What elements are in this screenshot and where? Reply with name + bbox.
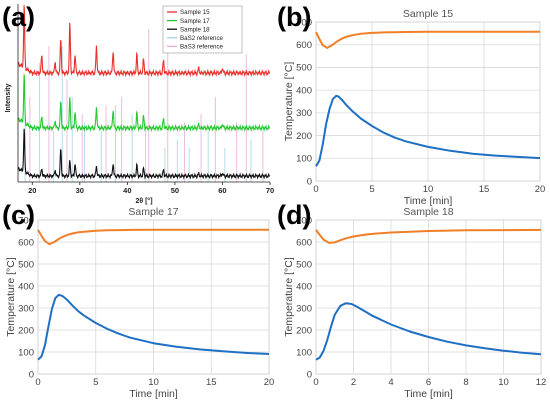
x-tick-label: 15 — [479, 184, 490, 195]
y-tick-label: 0 — [307, 176, 312, 187]
panel-label-b: (b) — [277, 2, 311, 32]
y-tick-label: 600 — [296, 40, 312, 51]
y-tick-label: 100 — [296, 347, 312, 358]
series-line-upper — [315, 228, 542, 244]
series-line-lower — [37, 293, 270, 361]
x-tick-label: 70 — [266, 186, 274, 195]
y-tick-label: 0 — [29, 369, 34, 380]
x-tick-label: 5 — [93, 377, 98, 388]
legend-label-bas2-reference: BaS2 reference — [180, 35, 224, 42]
plot-border — [37, 219, 270, 375]
x-axis-label: Time [min] — [129, 388, 178, 400]
chart-title: Sample 17 — [128, 206, 178, 218]
y-tick-label: 700 — [296, 17, 312, 28]
x-axis-label: Time [min] — [404, 388, 453, 400]
x-tick-label: 60 — [218, 186, 226, 195]
xrd-patterns — [17, 5, 271, 180]
x-tick-label: 10 — [498, 377, 509, 388]
y-tick-label: 100 — [296, 154, 312, 165]
panel-label-d: (d) — [277, 200, 311, 230]
y-tick-label: 700 — [296, 215, 312, 226]
x-tick-label: 50 — [171, 186, 179, 195]
x-axis-label: Time [min] — [404, 195, 453, 207]
xrd-line-sample-15 — [17, 5, 271, 78]
y-tick-label: 200 — [296, 325, 312, 336]
legend-label-sample-15: Sample 15 — [180, 9, 210, 16]
xrd-x-axis-label: 2θ [°] — [135, 197, 152, 205]
x-tick-label: 20 — [28, 186, 36, 195]
xrd-line-sample-18 — [17, 128, 271, 180]
x-tick-label: 10 — [148, 377, 159, 388]
x-tick-label: 10 — [423, 184, 434, 195]
x-tick-label: 8 — [463, 377, 468, 388]
y-tick-label: 400 — [18, 281, 34, 292]
y-tick-label: 400 — [296, 281, 312, 292]
panel-label-a: (a) — [2, 2, 35, 32]
xrd-axes: 20 30 40 50 60 70 — [17, 4, 274, 195]
xrd-line-sample-17 — [17, 74, 271, 133]
series-line-lower — [315, 94, 541, 167]
y-tick-label: 200 — [296, 131, 312, 142]
y-axis-label: Temperature [°C] — [283, 257, 295, 337]
x-tick-label: 15 — [206, 377, 217, 388]
y-tick-label: 700 — [18, 215, 34, 226]
y-tick-label: 100 — [18, 347, 34, 358]
y-tick-label: 0 — [307, 369, 312, 380]
series-line-upper — [37, 228, 269, 246]
x-tick-label: 6 — [426, 377, 431, 388]
x-tick-label: 5 — [369, 184, 374, 195]
y-tick-label: 600 — [296, 237, 312, 248]
xrd-y-axis-label: Intensity — [5, 84, 12, 113]
x-tick-label: 12 — [536, 377, 547, 388]
x-tick-label: 0 — [35, 377, 40, 388]
x-tick-label: 30 — [76, 186, 84, 195]
x-tick-label: 2 — [351, 377, 356, 388]
x-tick-label: 4 — [388, 377, 393, 388]
x-tick-label: 0 — [313, 377, 318, 388]
y-tick-label: 300 — [296, 108, 312, 119]
legend-label-bas3-reference: BaS3 reference — [180, 44, 224, 51]
y-axis-label: Temperature [°C] — [5, 257, 17, 337]
y-tick-label: 300 — [296, 303, 312, 314]
y-tick-label: 500 — [18, 259, 34, 270]
legend-label-sample-18: Sample 18 — [180, 26, 210, 33]
y-tick-label: 500 — [296, 63, 312, 74]
chart-title: Sample 15 — [403, 8, 453, 20]
y-tick-label: 600 — [18, 237, 34, 248]
plot-border — [315, 21, 541, 182]
y-tick-label: 200 — [18, 325, 34, 336]
temperature-chart-sample-18: 0 2 4 6 8 10 12 0 100 200 300 400 500 600 700 Sample 18… — [283, 206, 546, 400]
x-tick-label: 20 — [535, 184, 546, 195]
legend-label-sample-17: Sample 17 — [180, 18, 210, 25]
series-line-lower — [315, 302, 542, 361]
chart-title: Sample 18 — [403, 206, 453, 218]
y-tick-label: 400 — [296, 85, 312, 96]
xrd-chart: 20 30 40 50 60 70 Intensity 2θ [°] Sample 15S… — [5, 4, 274, 205]
x-tick-label: 0 — [313, 184, 318, 195]
y-tick-label: 500 — [296, 259, 312, 270]
panel-label-c: (c) — [2, 200, 35, 230]
series-line-upper — [315, 30, 540, 49]
plot-border — [315, 219, 542, 375]
x-tick-label: 40 — [123, 186, 131, 195]
y-tick-label: 300 — [18, 303, 34, 314]
y-axis-label: Temperature [°C] — [283, 62, 295, 142]
x-tick-label: 20 — [264, 377, 275, 388]
